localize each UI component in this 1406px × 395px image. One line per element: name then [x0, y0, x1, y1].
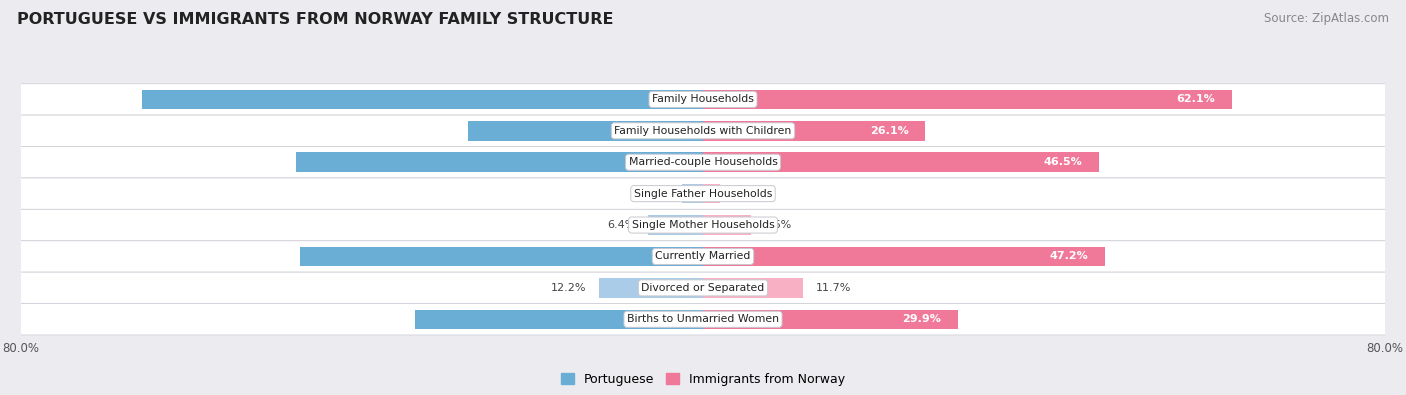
- Text: 33.8%: 33.8%: [686, 314, 724, 324]
- Legend: Portuguese, Immigrants from Norway: Portuguese, Immigrants from Norway: [555, 368, 851, 391]
- Text: Currently Married: Currently Married: [655, 252, 751, 261]
- Bar: [682, 184, 703, 203]
- Text: 26.1%: 26.1%: [870, 126, 908, 136]
- Bar: [295, 152, 703, 172]
- Text: PORTUGUESE VS IMMIGRANTS FROM NORWAY FAMILY STRUCTURE: PORTUGUESE VS IMMIGRANTS FROM NORWAY FAM…: [17, 12, 613, 27]
- Bar: [703, 90, 1232, 109]
- Bar: [703, 310, 957, 329]
- Bar: [703, 278, 803, 297]
- Text: 27.6%: 27.6%: [686, 126, 724, 136]
- FancyBboxPatch shape: [13, 84, 1393, 115]
- Bar: [468, 121, 703, 141]
- Text: Births to Unmarried Women: Births to Unmarried Women: [627, 314, 779, 324]
- FancyBboxPatch shape: [13, 147, 1393, 178]
- Text: 2.0%: 2.0%: [733, 189, 761, 199]
- FancyBboxPatch shape: [13, 115, 1393, 147]
- Text: Married-couple Households: Married-couple Households: [628, 157, 778, 167]
- Text: 47.8%: 47.8%: [686, 157, 724, 167]
- Text: 62.1%: 62.1%: [1177, 94, 1215, 104]
- FancyBboxPatch shape: [13, 209, 1393, 241]
- Text: Divorced or Separated: Divorced or Separated: [641, 283, 765, 293]
- Bar: [142, 90, 703, 109]
- Bar: [703, 121, 925, 141]
- Bar: [703, 215, 751, 235]
- FancyBboxPatch shape: [13, 272, 1393, 304]
- Bar: [599, 278, 703, 297]
- Text: 29.9%: 29.9%: [901, 314, 941, 324]
- Text: 46.5%: 46.5%: [1043, 157, 1083, 167]
- Text: 6.4%: 6.4%: [607, 220, 636, 230]
- Bar: [648, 215, 703, 235]
- Text: Source: ZipAtlas.com: Source: ZipAtlas.com: [1264, 12, 1389, 25]
- Text: 11.7%: 11.7%: [815, 283, 851, 293]
- Bar: [415, 310, 703, 329]
- FancyBboxPatch shape: [13, 241, 1393, 272]
- Bar: [703, 152, 1099, 172]
- Text: 47.2%: 47.2%: [1049, 252, 1088, 261]
- Text: Single Mother Households: Single Mother Households: [631, 220, 775, 230]
- Text: 5.6%: 5.6%: [763, 220, 792, 230]
- Text: 47.3%: 47.3%: [686, 252, 724, 261]
- Text: Family Households: Family Households: [652, 94, 754, 104]
- Bar: [703, 247, 1105, 266]
- Text: Family Households with Children: Family Households with Children: [614, 126, 792, 136]
- Bar: [299, 247, 703, 266]
- Bar: [703, 184, 720, 203]
- FancyBboxPatch shape: [13, 178, 1393, 209]
- Text: 65.8%: 65.8%: [686, 94, 724, 104]
- FancyBboxPatch shape: [13, 304, 1393, 335]
- Text: Single Father Households: Single Father Households: [634, 189, 772, 199]
- Text: 2.5%: 2.5%: [641, 189, 669, 199]
- Text: 12.2%: 12.2%: [551, 283, 586, 293]
